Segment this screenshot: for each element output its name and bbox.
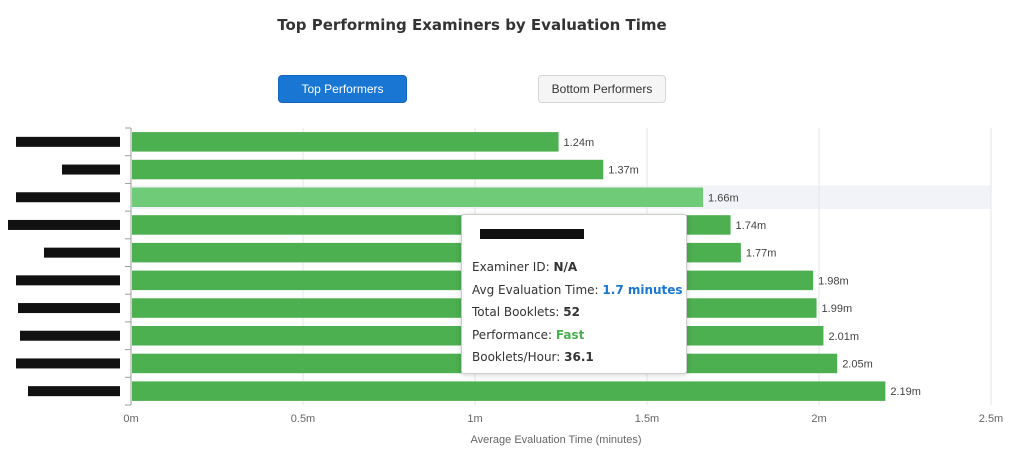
tooltip-performance-value: Fast: [555, 327, 585, 342]
bar: [132, 381, 886, 401]
bar: [132, 187, 704, 207]
tooltip-total-booklets-label: Total Booklets:: [472, 305, 560, 319]
bar-value-label: 2.01m: [828, 331, 859, 343]
category-label-redacted: [16, 275, 120, 286]
category-label-redacted: [8, 219, 120, 230]
tooltip-examiner-id-value: N/A: [553, 260, 578, 274]
bar-value-label: 1.98m: [818, 275, 849, 287]
x-tick-label: 2m: [811, 413, 826, 425]
tooltip-performance-label: Performance:: [472, 327, 553, 342]
bar-value-label: 2.05m: [842, 358, 873, 370]
x-tick-label: 1.5m: [635, 413, 659, 425]
tooltip-total-booklets: Total Booklets: 52: [472, 301, 676, 324]
x-tick-label: 2.5m: [979, 413, 1003, 425]
bar-value-label: 1.74m: [736, 220, 767, 232]
x-axis-label: Average Evaluation Time (minutes): [471, 434, 642, 446]
tooltip-avg-time-label: Avg Evaluation Time:: [472, 282, 599, 297]
tooltip-avg-time: Avg Evaluation Time: 1.7 minutes: [472, 279, 683, 302]
category-label-redacted: [20, 330, 120, 341]
category-label-redacted: [18, 303, 120, 314]
tooltip-total-booklets-value: 52: [563, 305, 580, 319]
category-label-redacted: [28, 386, 120, 397]
bar: [132, 132, 559, 152]
chart-title: Top Performing Examiners by Evaluation T…: [277, 16, 667, 34]
tooltip-examiner-id: Examiner ID: N/A: [472, 256, 676, 279]
bottom-performers-button[interactable]: Bottom Performers: [538, 75, 666, 103]
x-tick-label: 0m: [123, 413, 138, 425]
tooltip-booklets-hour-value: 36.1: [564, 350, 594, 364]
chart-tooltip: Examiner ID: N/A Avg Evaluation Time: 1.…: [461, 214, 687, 374]
category-label-redacted: [44, 247, 120, 258]
tooltip-booklets-hour-label: Booklets/Hour:: [472, 350, 561, 364]
tooltip-examiner-id-label: Examiner ID:: [472, 260, 550, 274]
x-tick-label: 1m: [467, 413, 482, 425]
bar: [132, 159, 604, 180]
bar-value-label: 1.99m: [822, 303, 853, 315]
tooltip-performance: Performance: Fast: [472, 324, 676, 347]
category-label-redacted: [16, 358, 120, 369]
bar-value-label: 1.37m: [608, 165, 639, 177]
category-label-redacted: [16, 192, 120, 203]
tooltip-examiner-name-redacted: [480, 229, 584, 239]
bar-value-label: 1.24m: [564, 137, 595, 149]
tooltip-avg-time-value: 1.7 minutes: [602, 282, 683, 297]
category-label-redacted: [16, 136, 120, 147]
top-performers-button[interactable]: Top Performers: [278, 75, 407, 103]
bar-value-label: 1.77m: [746, 248, 777, 260]
tooltip-booklets-hour: Booklets/Hour: 36.1: [472, 346, 676, 369]
bar-value-label: 1.66m: [708, 192, 739, 204]
category-label-redacted: [62, 164, 120, 175]
x-tick-label: 0.5m: [291, 413, 315, 425]
bar-value-label: 2.19m: [890, 386, 921, 398]
